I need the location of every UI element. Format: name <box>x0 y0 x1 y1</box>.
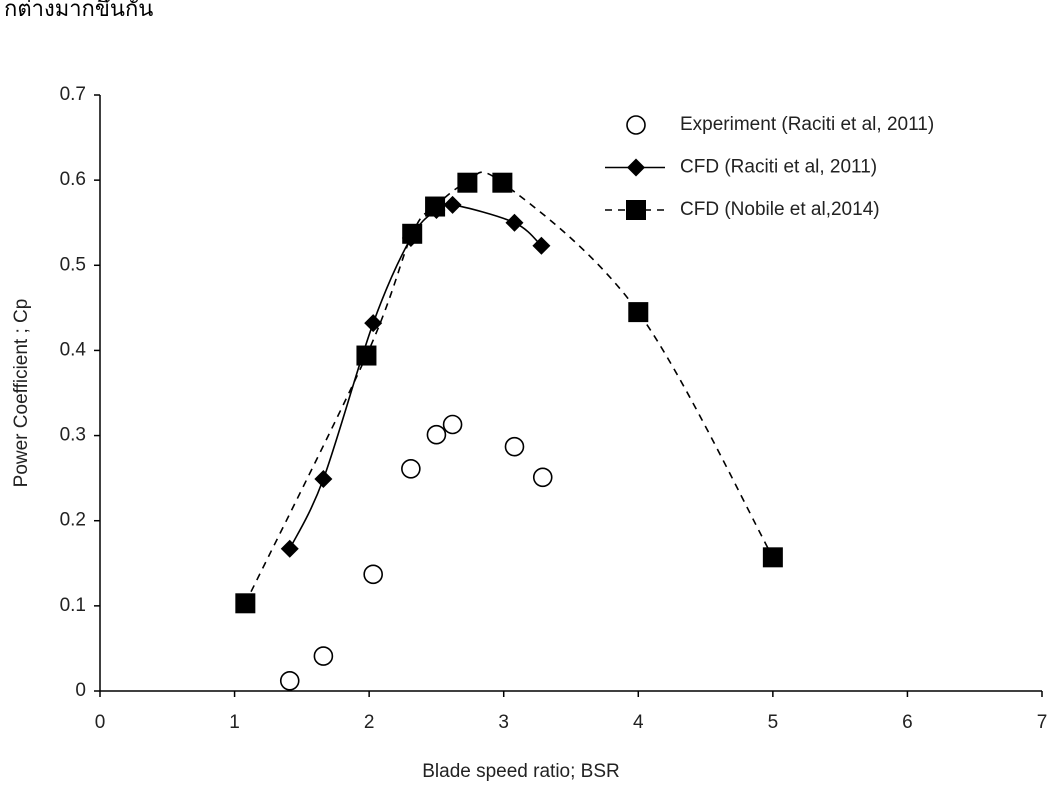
legend-marker <box>626 200 646 220</box>
data-point <box>356 346 376 366</box>
data-point <box>427 426 445 444</box>
legend-marker <box>627 159 645 177</box>
x-tick-label: 7 <box>1037 712 1048 733</box>
data-point <box>235 593 255 613</box>
y-tick-label: 0.5 <box>60 254 86 275</box>
series-line <box>245 172 773 603</box>
x-tick-label: 5 <box>768 712 779 733</box>
data-point <box>402 460 420 478</box>
y-axis-label: Power Coefficient ; Cp <box>11 299 32 488</box>
data-point <box>763 547 783 567</box>
x-tick-label: 1 <box>229 712 240 733</box>
legend-marker <box>627 116 645 134</box>
data-point <box>364 314 382 332</box>
data-point <box>457 173 477 193</box>
y-tick-label: 0.6 <box>60 169 86 190</box>
x-tick-label: 3 <box>498 712 509 733</box>
data-point <box>425 197 445 217</box>
data-point <box>505 214 523 232</box>
x-tick-label: 4 <box>633 712 644 733</box>
x-axis-label: Blade speed ratio; BSR <box>422 761 620 782</box>
page: กต่างมากขึ้นกัน Blade speed ratio; BSR P… <box>0 0 1050 785</box>
data-point <box>628 302 648 322</box>
series-line <box>290 204 542 549</box>
data-point <box>402 224 422 244</box>
data-point <box>314 470 332 488</box>
y-tick-label: 0.3 <box>60 425 86 446</box>
legend-label: CFD (Raciti et al, 2011) <box>680 157 877 178</box>
legend-label: CFD (Nobile et al,2014) <box>680 199 880 220</box>
data-point <box>492 173 512 193</box>
header-text: กต่างมากขึ้นกัน <box>4 0 153 22</box>
x-tick-label: 2 <box>364 712 375 733</box>
data-point <box>444 416 462 434</box>
data-point <box>364 565 382 583</box>
data-point <box>281 540 299 558</box>
data-point <box>314 647 332 665</box>
y-tick-label: 0.4 <box>60 339 87 360</box>
x-tick-label: 0 <box>95 712 106 733</box>
legend-label: Experiment (Raciti et al, 2011) <box>680 114 934 135</box>
x-tick-label: 6 <box>902 712 913 733</box>
y-tick-label: 0 <box>75 680 86 701</box>
data-point <box>281 672 299 690</box>
data-point <box>505 438 523 456</box>
chart: กต่างมากขึ้นกัน Blade speed ratio; BSR P… <box>0 0 1050 785</box>
data-point <box>534 468 552 486</box>
y-tick-label: 0.1 <box>60 595 86 616</box>
data-point <box>444 196 462 214</box>
y-tick-label: 0.7 <box>60 84 86 105</box>
y-tick-label: 0.2 <box>60 510 86 531</box>
